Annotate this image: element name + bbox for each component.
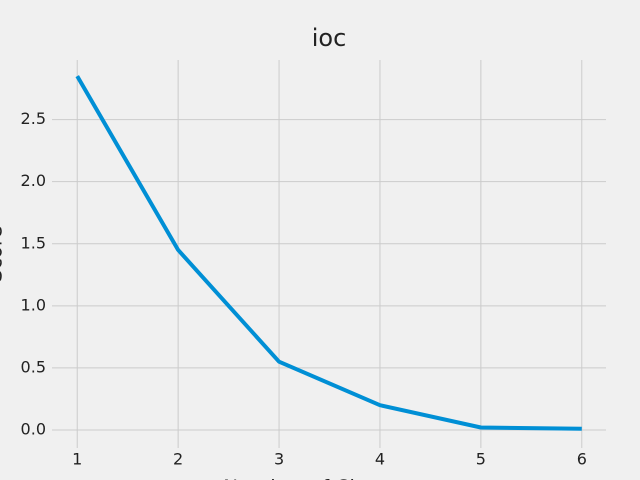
y-tick-label: 1.5 — [21, 233, 46, 252]
x-tick-label: 1 — [72, 450, 82, 469]
x-axis-label: Number of Clusters — [223, 476, 417, 480]
x-tick-label: 4 — [375, 450, 385, 469]
y-tick-label: 2.0 — [21, 171, 46, 190]
y-tick-label: 0.5 — [21, 357, 46, 376]
line — [75, 75, 582, 431]
x-tick-label: 3 — [274, 450, 284, 469]
y-tick-label: 0.0 — [21, 419, 46, 438]
chart-title: ioc — [312, 24, 347, 52]
y-tick-label: 2.5 — [21, 109, 46, 128]
x-tick-label: 2 — [173, 450, 183, 469]
x-tick-label: 6 — [577, 450, 587, 469]
x-tick-label: 5 — [476, 450, 486, 469]
y-tick-label: 1.0 — [21, 295, 46, 314]
y-axis-label: Score — [0, 226, 7, 282]
